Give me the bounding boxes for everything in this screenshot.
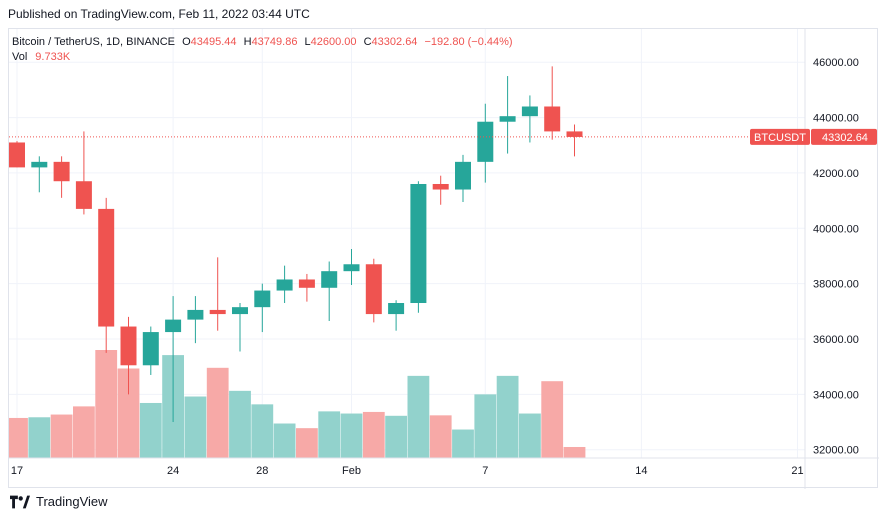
candlestick-chart[interactable]: BTCUSDT 43302.64 32000.00 34000.00 36000.0… bbox=[9, 29, 879, 489]
volume-bar bbox=[563, 446, 586, 458]
change-value: −192.80 (−0.44%) bbox=[424, 36, 513, 48]
volume-bar bbox=[28, 417, 51, 458]
tick-labels-layer: 32000.00 34000.00 36000.00 38000.00 40000.00… bbox=[11, 57, 859, 477]
volume-bar bbox=[429, 415, 452, 458]
candle-down bbox=[209, 309, 226, 315]
candle-up bbox=[165, 319, 182, 333]
candle-up bbox=[31, 161, 48, 168]
candles-layer bbox=[9, 66, 583, 423]
price-tick-label: 36000.00 bbox=[813, 334, 859, 346]
last-price-layer: BTCUSDT 43302.64 bbox=[9, 128, 877, 145]
time-tick-label: 21 bbox=[791, 465, 803, 477]
footer-brand[interactable]: TradingView bbox=[10, 494, 108, 509]
footer-brand-label: TradingView bbox=[36, 494, 108, 509]
high-label: H bbox=[243, 36, 252, 48]
candle-up bbox=[254, 290, 271, 308]
symbol-label: Bitcoin / TetherUS, 1D, BINANCE bbox=[12, 36, 176, 48]
time-tick-label: 24 bbox=[167, 465, 179, 477]
volume-bar bbox=[519, 413, 541, 458]
price-tick-label: 34000.00 bbox=[813, 389, 859, 401]
volume-value: 9.733K bbox=[35, 51, 71, 63]
open-label: O bbox=[182, 36, 191, 48]
candle-down bbox=[120, 326, 137, 366]
volume-bar bbox=[273, 423, 296, 458]
volume-bar bbox=[362, 411, 385, 458]
volume-bar bbox=[9, 417, 28, 458]
candle-down bbox=[432, 183, 449, 190]
ticker-tag: BTCUSDT bbox=[754, 132, 806, 144]
candle-up bbox=[232, 307, 248, 315]
volume-bar bbox=[318, 411, 341, 458]
time-tick-label: 7 bbox=[482, 465, 488, 477]
candle-up bbox=[477, 121, 494, 162]
candle-down bbox=[75, 181, 92, 209]
chart-legend: Bitcoin / TetherUS, 1D, BINANCE O43495.4… bbox=[12, 34, 513, 50]
grid-layer bbox=[9, 29, 805, 458]
high-value: 43749.86 bbox=[251, 36, 298, 48]
volume-bar bbox=[206, 367, 229, 458]
candle-up bbox=[388, 303, 405, 315]
candle-up bbox=[499, 116, 516, 122]
tradingview-logo-icon bbox=[10, 495, 30, 508]
candle-up bbox=[142, 332, 159, 366]
last-price-tag: BTCUSDT 43302.64 bbox=[750, 128, 877, 145]
volume-bar bbox=[474, 394, 497, 458]
volume-bar bbox=[117, 368, 140, 458]
volume-bar bbox=[95, 350, 118, 458]
chart-frame[interactable]: BTCUSDT 43302.64 32000.00 34000.00 36000.0… bbox=[8, 28, 879, 489]
close-label: C bbox=[363, 36, 372, 48]
volume-bar bbox=[139, 402, 162, 458]
volume-bar bbox=[496, 375, 519, 458]
volume-bar bbox=[229, 390, 251, 458]
ticker-tag-bg bbox=[750, 128, 810, 145]
low-label: L bbox=[304, 36, 311, 48]
candle-up bbox=[187, 309, 204, 320]
candle-up bbox=[276, 279, 293, 291]
price-tick-label: 42000.00 bbox=[813, 168, 859, 180]
time-tick-label: 28 bbox=[256, 465, 268, 477]
time-tick-label: 17 bbox=[11, 465, 23, 477]
candle-down bbox=[365, 264, 382, 315]
volume-bar bbox=[385, 415, 407, 458]
open-value: 43495.44 bbox=[190, 36, 237, 48]
volume-bar bbox=[407, 375, 430, 458]
time-tick-label: Feb bbox=[342, 465, 361, 477]
volume-layer bbox=[9, 350, 586, 458]
low-value: 42600.00 bbox=[310, 36, 357, 48]
published-info: Published on TradingView.com, Feb 11, 20… bbox=[8, 7, 310, 21]
candle-up bbox=[521, 106, 538, 117]
candle-down bbox=[544, 106, 561, 132]
volume-bar bbox=[50, 414, 73, 458]
price-tick-label: 32000.00 bbox=[813, 445, 859, 457]
candle-down bbox=[566, 131, 583, 137]
price-tick-label: 44000.00 bbox=[813, 113, 859, 125]
price-tick-label: 38000.00 bbox=[813, 279, 859, 291]
volume-bar bbox=[452, 429, 474, 458]
volume-bar bbox=[340, 413, 363, 458]
time-tick-label: 14 bbox=[635, 465, 647, 477]
price-tag-bg bbox=[811, 128, 877, 145]
volume-bar bbox=[73, 406, 95, 458]
price-tag: 43302.64 bbox=[822, 132, 868, 144]
price-tick-label: 46000.00 bbox=[813, 57, 859, 69]
candle-up bbox=[343, 264, 360, 272]
volume-bar bbox=[251, 404, 274, 458]
price-tick-label: 40000.00 bbox=[813, 223, 859, 235]
candle-down bbox=[53, 161, 70, 182]
volume-bar bbox=[296, 428, 318, 458]
candle-down bbox=[98, 208, 115, 327]
volume-legend: Vol 9.733K bbox=[12, 51, 70, 63]
candle-up bbox=[410, 183, 427, 304]
candle-down bbox=[298, 279, 315, 288]
candle-up bbox=[321, 271, 338, 288]
volume-bar bbox=[541, 381, 564, 458]
volume-label: Vol bbox=[12, 51, 28, 63]
close-value: 43302.64 bbox=[371, 36, 418, 48]
candle-down bbox=[9, 142, 25, 168]
volume-bar bbox=[184, 396, 207, 458]
axis-layer bbox=[9, 29, 879, 489]
candle-up bbox=[455, 161, 471, 190]
